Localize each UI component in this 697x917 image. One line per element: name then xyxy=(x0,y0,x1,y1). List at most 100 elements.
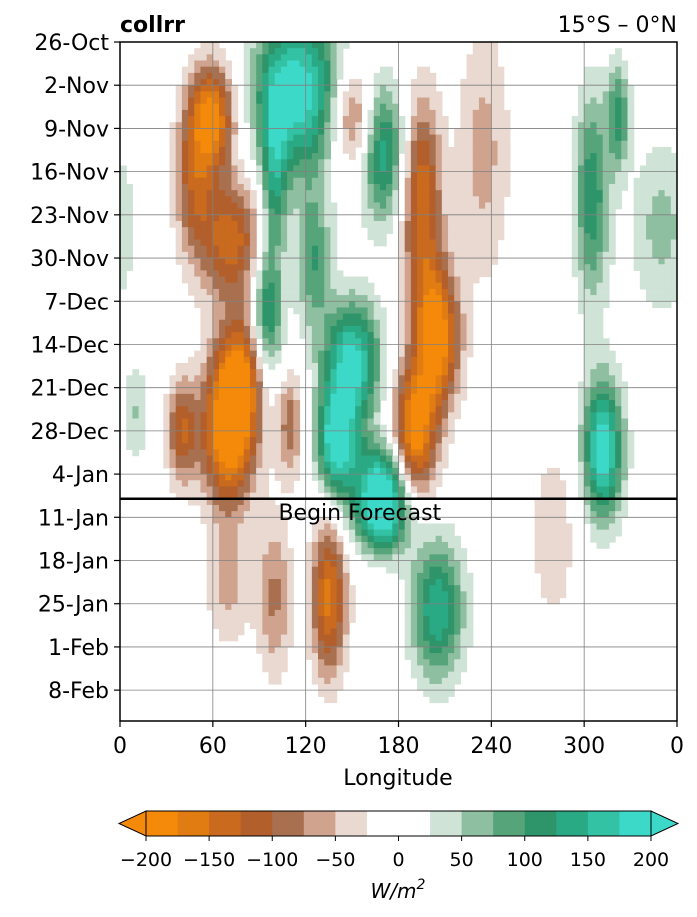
heatmap-cell xyxy=(460,221,468,228)
heatmap-cell xyxy=(435,233,443,241)
heatmap-cell xyxy=(342,597,350,605)
heatmap-cell xyxy=(534,560,542,568)
heatmap-cell xyxy=(627,103,635,111)
heatmap-cell xyxy=(132,406,140,413)
heatmap-cell xyxy=(287,116,294,123)
heatmap-cell xyxy=(577,400,585,407)
heatmap-cell xyxy=(330,301,338,309)
heatmap-cell xyxy=(311,369,319,376)
heatmap-cell xyxy=(299,79,307,86)
heatmap-cell xyxy=(181,369,189,376)
heatmap-cell xyxy=(225,628,233,636)
heatmap-cell xyxy=(231,634,239,642)
heatmap-cell xyxy=(627,455,635,463)
heatmap-cell xyxy=(293,72,301,80)
heatmap-cell xyxy=(324,622,332,630)
heatmap-cell xyxy=(658,282,666,290)
heatmap-cell xyxy=(361,356,369,364)
heatmap-cell xyxy=(466,622,474,630)
heatmap-cell xyxy=(670,171,677,179)
heatmap-cell xyxy=(417,461,424,469)
heatmap-cell xyxy=(175,418,183,426)
heatmap-cell xyxy=(268,288,276,296)
heatmap-cell xyxy=(584,437,591,444)
heatmap-cell xyxy=(423,387,431,395)
heatmap-cell xyxy=(249,227,257,234)
heatmap-cell xyxy=(602,375,610,383)
heatmap-cell xyxy=(169,128,177,136)
heatmap-cell xyxy=(429,560,437,568)
heatmap-cell xyxy=(200,443,208,450)
heatmap-cell xyxy=(243,233,251,241)
heatmap-cell xyxy=(330,665,338,673)
heatmap-cell xyxy=(194,295,202,302)
heatmap-cell xyxy=(361,381,369,389)
heatmap-cell xyxy=(547,529,554,537)
heatmap-cell xyxy=(280,85,288,92)
heatmap-cell xyxy=(423,319,431,327)
heatmap-cell xyxy=(311,264,319,271)
heatmap-cell xyxy=(188,153,195,160)
heatmap-cell xyxy=(373,79,381,86)
heatmap-cell xyxy=(460,387,468,395)
heatmap-cell xyxy=(237,356,245,364)
heatmap-cell xyxy=(460,190,468,197)
heatmap-cell xyxy=(454,597,461,605)
heatmap-cell xyxy=(256,319,263,327)
heatmap-cell xyxy=(497,66,505,74)
heatmap-cell xyxy=(485,54,492,62)
heatmap-cell xyxy=(188,412,195,420)
heatmap-cell xyxy=(627,437,635,444)
heatmap-cell xyxy=(404,579,412,586)
heatmap-cell xyxy=(318,659,325,667)
heatmap-cell xyxy=(175,134,183,142)
heatmap-cell xyxy=(435,97,443,105)
heatmap-cell xyxy=(330,683,338,691)
heatmap-cell xyxy=(219,54,226,62)
heatmap-cell xyxy=(584,258,591,265)
heatmap-cell xyxy=(410,221,418,228)
heatmap-cell xyxy=(404,190,412,197)
heatmap-cell xyxy=(584,387,591,395)
heatmap-cell xyxy=(231,109,239,117)
heatmap-cell xyxy=(584,214,591,222)
heatmap-cell xyxy=(299,177,307,185)
heatmap-cell xyxy=(324,690,332,697)
heatmap-cell xyxy=(448,282,455,290)
heatmap-cell xyxy=(417,332,424,339)
heatmap-cell xyxy=(454,221,461,228)
heatmap-cell xyxy=(584,369,591,376)
heatmap-cell xyxy=(287,486,294,494)
heatmap-cell xyxy=(305,134,313,142)
heatmap-cell xyxy=(262,350,270,358)
heatmap-cell xyxy=(646,258,653,265)
heatmap-cell xyxy=(373,85,381,92)
heatmap-cell xyxy=(268,54,276,62)
heatmap-cell xyxy=(410,159,418,167)
heatmap-cell xyxy=(330,66,338,74)
heatmap-cell xyxy=(553,597,561,605)
heatmap-cell xyxy=(491,183,499,191)
heatmap-cell xyxy=(373,498,381,506)
heatmap-cell xyxy=(194,362,202,370)
heatmap-cell xyxy=(194,258,202,265)
heatmap-cell xyxy=(330,585,338,592)
heatmap-cell xyxy=(584,103,591,111)
heatmap-cell xyxy=(293,381,301,389)
heatmap-cell xyxy=(274,288,282,296)
heatmap-cell xyxy=(577,221,585,228)
heatmap-cell xyxy=(410,622,418,630)
heatmap-cell xyxy=(237,609,245,617)
heatmap-cell xyxy=(441,554,449,562)
heatmap-cell xyxy=(417,190,424,197)
heatmap-cell xyxy=(175,109,183,117)
heatmap-cell xyxy=(219,375,226,383)
y-tick-label: 8-Feb xyxy=(48,679,109,704)
heatmap-cell xyxy=(287,270,294,278)
heatmap-cell xyxy=(206,301,214,309)
heatmap-cell xyxy=(305,183,313,191)
heatmap-cell xyxy=(169,480,177,488)
heatmap-cell xyxy=(577,424,585,432)
heatmap-cell xyxy=(466,603,474,611)
heatmap-cell xyxy=(268,97,276,105)
